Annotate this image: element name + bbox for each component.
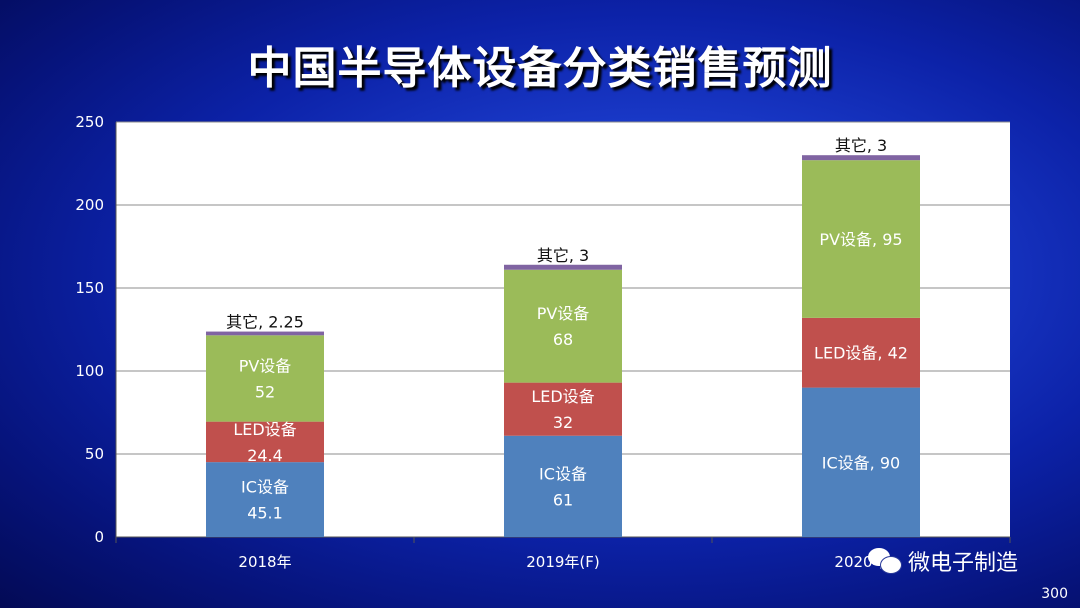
wechat-icon xyxy=(868,548,902,574)
data-label: 45.1 xyxy=(247,504,283,523)
data-label: IC设备 xyxy=(241,478,289,497)
data-label: PV设备 xyxy=(239,356,292,375)
watermark: 微电子制造 xyxy=(868,543,1018,579)
slide-title: 中国半导体设备分类销售预测 xyxy=(247,43,833,94)
bar-segment xyxy=(802,317,920,388)
bar-segment xyxy=(504,382,622,436)
data-label: PV设备, 95 xyxy=(819,230,902,249)
bar-segment xyxy=(206,335,324,422)
plot-area: 0 50 100 150 200 250 IC设备 45.1 LED设备 24.4 PV设备 52 其它… xyxy=(75,113,1011,571)
x-category-label: 2019年(F) xyxy=(526,553,600,571)
data-label: IC设备 xyxy=(539,464,587,483)
bar-segment xyxy=(504,435,622,537)
data-label: IC设备, 90 xyxy=(822,453,900,472)
bar-segment xyxy=(802,155,920,161)
data-label: LED设备 xyxy=(233,420,296,439)
data-label: 52 xyxy=(255,382,275,401)
data-label: 其它, 3 xyxy=(537,246,589,265)
bar-segment xyxy=(206,421,324,463)
y-tick-label: 200 xyxy=(75,196,104,214)
data-label: 其它, 3 xyxy=(835,136,887,155)
bar-segment xyxy=(206,462,324,537)
watermark-text: 微电子制造 xyxy=(908,551,1019,576)
x-category-label: 2018年 xyxy=(238,553,291,571)
data-label: 24.4 xyxy=(247,446,283,465)
y-tick-label: 150 xyxy=(75,279,104,297)
bar-segment xyxy=(802,387,920,537)
bar-segment xyxy=(206,331,324,336)
bar-segment xyxy=(802,160,920,318)
bar-segment xyxy=(504,264,622,270)
data-label: 32 xyxy=(553,413,573,432)
data-label: LED设备 xyxy=(531,387,594,406)
data-label: 68 xyxy=(553,330,573,349)
y-tick-label: 0 xyxy=(94,528,104,546)
y-tick-label: 50 xyxy=(85,445,104,463)
data-label: PV设备 xyxy=(537,304,590,323)
data-label: 61 xyxy=(553,490,573,509)
data-label: LED设备, 42 xyxy=(814,344,908,363)
data-label: 其它, 2.25 xyxy=(226,313,304,332)
y-tick-label: 100 xyxy=(75,362,104,380)
y-tick-label: 250 xyxy=(75,113,104,131)
bar-segment xyxy=(504,269,622,383)
page-number: 300 xyxy=(1041,586,1068,602)
